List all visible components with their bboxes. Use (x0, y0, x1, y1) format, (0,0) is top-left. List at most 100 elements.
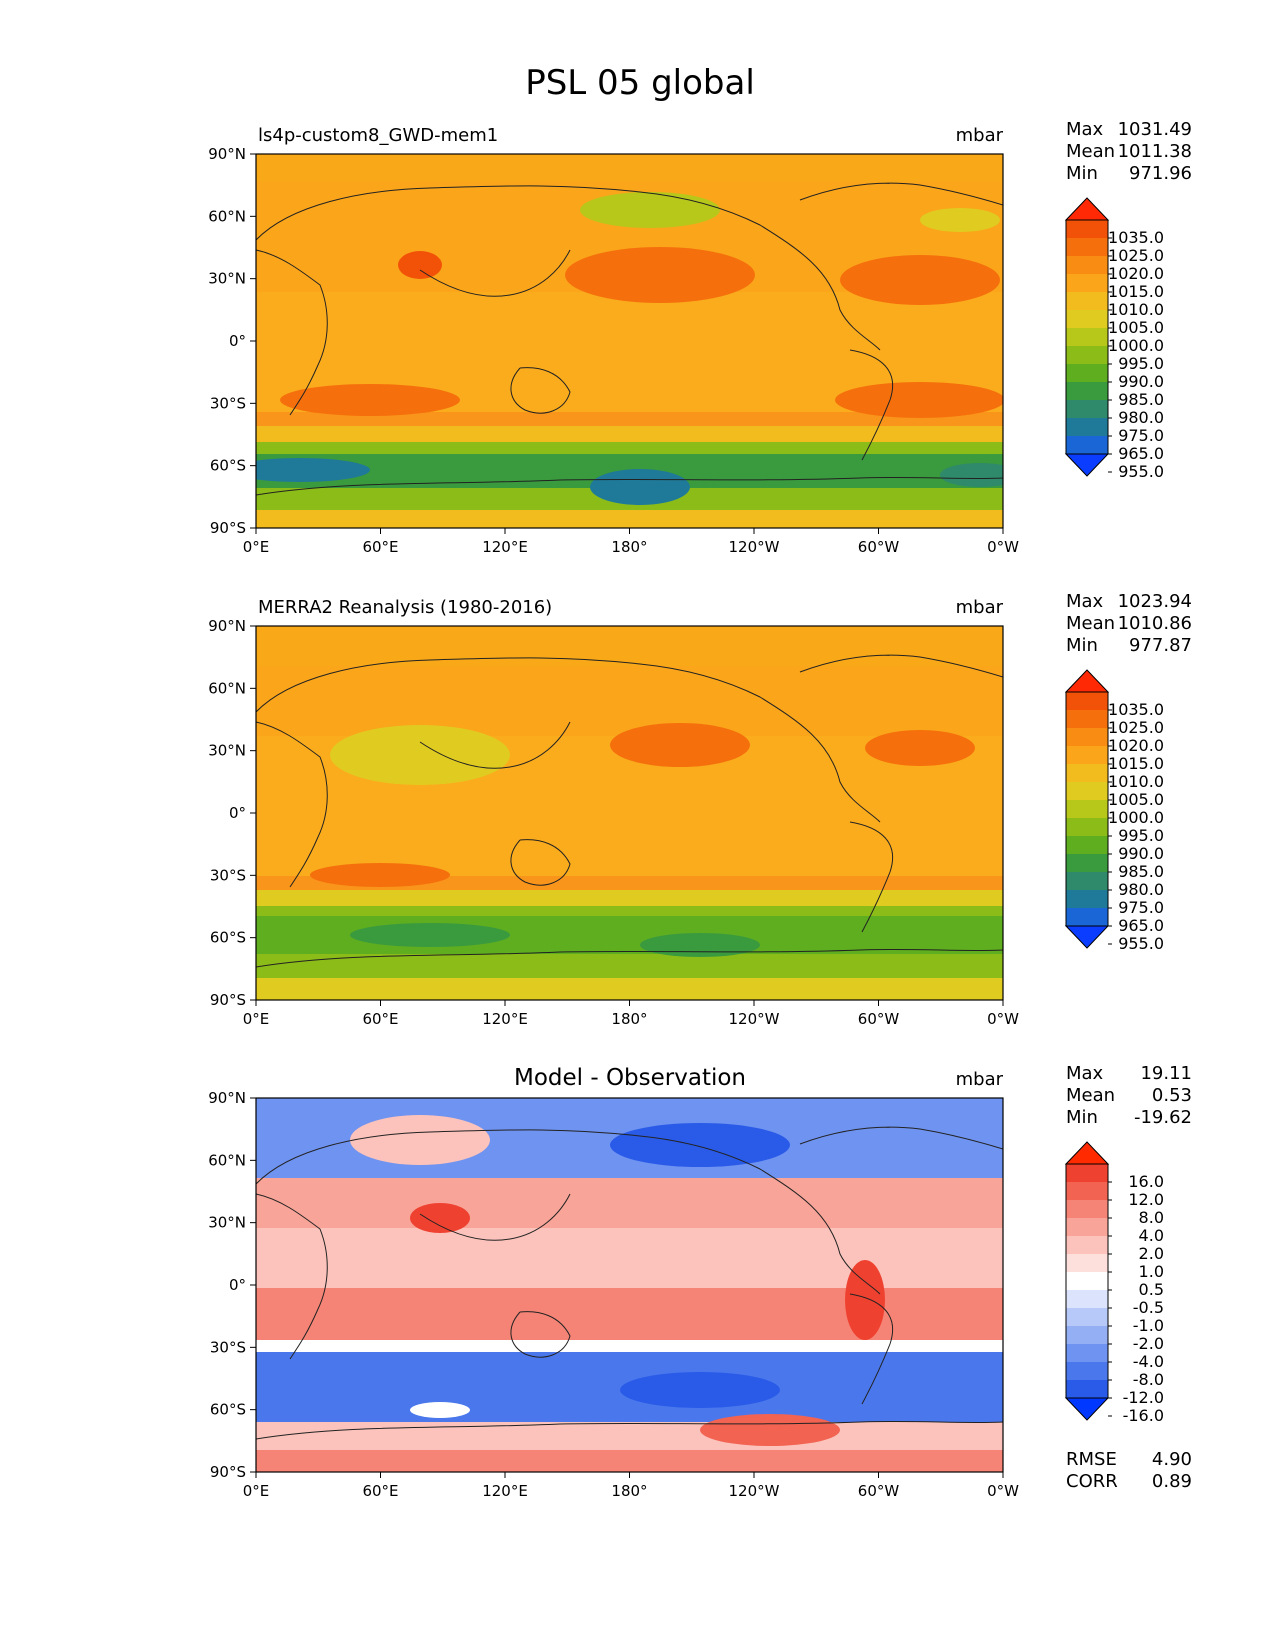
x-tick-label: 0°E (243, 538, 270, 556)
band-8 (256, 978, 1003, 1000)
colorbar-frame (1065, 691, 1109, 927)
band-0 (256, 626, 1003, 666)
stat-min-label: Min (1066, 1107, 1098, 1128)
colorbar-label: 985.0 (1118, 390, 1164, 409)
colorbar-label: 980.0 (1118, 408, 1164, 427)
colorbar-label: 1000.0 (1108, 336, 1164, 355)
stat-max-value: 19.11 (1140, 1063, 1192, 1084)
so-low-1 (350, 923, 510, 947)
y-tick-label: 60°N (208, 207, 246, 225)
x-tick-label: 120°W (729, 1010, 780, 1028)
colorbar-segment (1066, 1200, 1108, 1218)
colorbar-segment (1066, 292, 1108, 310)
band-4 (256, 1340, 1003, 1352)
colorbar-label: 990.0 (1118, 844, 1164, 863)
high-s-indian (280, 384, 460, 416)
colorbar-segment (1066, 274, 1108, 292)
colorbar-segment (1066, 1380, 1108, 1398)
pos-tibet (410, 1203, 470, 1233)
colorbar-label: 1025.0 (1108, 718, 1164, 737)
stat-max-value: 1023.94 (1118, 591, 1192, 612)
y-tick-label: 60°S (210, 457, 246, 475)
y-tick-label: 0° (229, 1276, 246, 1294)
colorbar-segment (1066, 818, 1108, 836)
x-tick-label: 120°W (729, 1482, 780, 1500)
band-7 (256, 954, 1003, 978)
colorbar-segment (1066, 1326, 1108, 1344)
neg-north-pacific (610, 1123, 790, 1167)
stat-min-label: Min (1066, 635, 1098, 656)
y-tick-label: 90°N (208, 1089, 246, 1107)
stat-rmse-value: 4.90 (1152, 1449, 1192, 1470)
coastlines (256, 182, 1003, 496)
colorbar-segment (1066, 1308, 1108, 1326)
x-tick-label: 120°E (482, 1482, 528, 1500)
x-tick-label: 0°W (987, 538, 1019, 556)
colorbar-label: -1.0 (1133, 1316, 1164, 1335)
colorbar-label: 12.0 (1128, 1190, 1164, 1209)
figure-title: PSL 05 global (525, 63, 755, 103)
colorbar-segment (1066, 256, 1108, 274)
colorbar-segment (1066, 1344, 1108, 1362)
panel-2-units: mbar (956, 597, 1004, 618)
x-tick-label: 60°W (858, 1010, 900, 1028)
colorbar-label: 975.0 (1118, 426, 1164, 445)
colorbar-extend-max (1064, 197, 1110, 221)
asia-low (330, 725, 510, 785)
colorbar-label: -0.5 (1133, 1298, 1164, 1317)
map-field-model (256, 154, 1003, 528)
pos-siberia (350, 1115, 490, 1165)
y-tick-label: 60°N (208, 679, 246, 697)
colorbar-label: 1035.0 (1108, 228, 1164, 247)
stat-rmse-label: RMSE (1066, 1449, 1117, 1470)
colorbar-segment (1066, 1182, 1108, 1200)
colorbar-segment (1066, 782, 1108, 800)
colorbar-segment (1066, 764, 1108, 782)
y-tick-label: 30°N (208, 1214, 246, 1232)
y-tick-label: 60°N (208, 1151, 246, 1169)
so-low-1 (256, 458, 370, 482)
band-1 (256, 666, 1003, 736)
colorbar-label: 1020.0 (1108, 736, 1164, 755)
colorbar-segment (1066, 238, 1108, 256)
panel-model (255, 153, 1004, 529)
colorbar-label: 1035.0 (1108, 700, 1164, 719)
high-atlantic (865, 730, 975, 766)
colorbar-label: 1.0 (1139, 1262, 1164, 1281)
colorbar-extend-min (1064, 1397, 1110, 1421)
x-tick-label: 0°E (243, 1482, 270, 1500)
colorbar-label: 1010.0 (1108, 300, 1164, 319)
band-2 (256, 1228, 1003, 1288)
colorbar-label: 955.0 (1118, 462, 1164, 481)
colorbar-label: 16.0 (1128, 1172, 1164, 1191)
colorbar-label: 8.0 (1139, 1208, 1164, 1227)
colorbar-segment (1066, 908, 1108, 926)
panel-3-units: mbar (956, 1069, 1004, 1090)
high-s-indian (310, 863, 450, 887)
colorbar-label: 965.0 (1118, 444, 1164, 463)
colorbar-segment (1066, 710, 1108, 728)
colorbar-segment (1066, 692, 1108, 710)
x-tick-label: 0°W (987, 1482, 1019, 1500)
panel-observation (255, 625, 1004, 1001)
stat-corr-value: 0.89 (1152, 1471, 1192, 1492)
x-tick-label: 180° (611, 1010, 647, 1028)
colorbar-segment (1066, 728, 1108, 746)
high-atlantic (840, 255, 1000, 305)
x-tick-label: 0°W (987, 1010, 1019, 1028)
stat-min-label: Min (1066, 163, 1098, 184)
colorbar-label: -16.0 (1123, 1406, 1164, 1425)
colorbar-label: -4.0 (1133, 1352, 1164, 1371)
stat-mean-label: Mean (1066, 1085, 1115, 1106)
y-tick-label: 30°S (210, 1338, 246, 1356)
x-tick-label: 0°E (243, 1010, 270, 1028)
so-low-3 (940, 463, 1003, 487)
colorbar-label: 1025.0 (1108, 246, 1164, 265)
stat-mean-value: 1010.86 (1118, 613, 1192, 634)
band-6 (256, 1422, 1003, 1450)
stat-max-value: 1031.49 (1118, 119, 1192, 140)
x-tick-label: 180° (611, 1482, 647, 1500)
colorbar-segment (1066, 418, 1108, 436)
y-tick-label: 0° (229, 804, 246, 822)
band-3 (256, 1288, 1003, 1340)
